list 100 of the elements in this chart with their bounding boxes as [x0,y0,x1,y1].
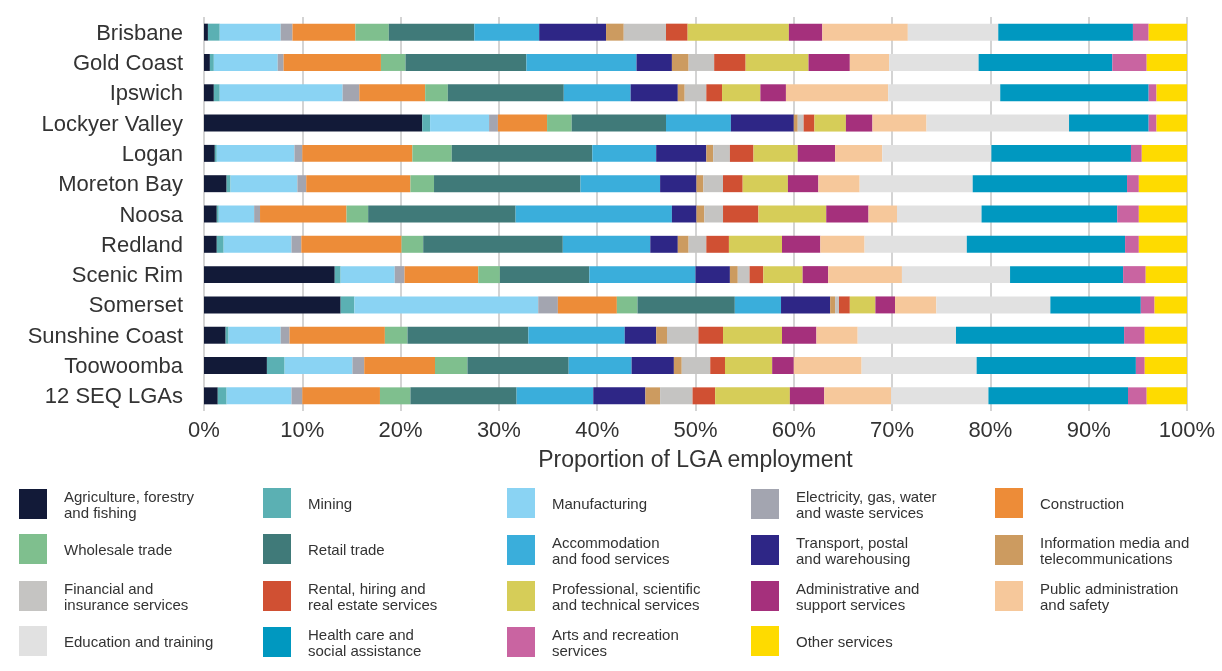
x-tick-label: 10% [280,416,325,442]
x-tick-label: 100% [1158,416,1216,442]
legend-label: Education and training [64,632,214,650]
bar [568,357,632,375]
bar [715,387,790,405]
bar [1010,266,1124,284]
bar [706,235,729,253]
bar [839,296,850,314]
bar [342,84,360,102]
bar [1148,84,1157,102]
bar [677,235,689,253]
bar [474,23,540,41]
bar [606,23,624,41]
bar [557,296,617,314]
bar [734,296,782,314]
legend-label: Public administration and safety [1040,579,1179,613]
legend-label: Electricity, gas, water and waste services [796,487,937,521]
bar [889,53,979,71]
x-axis-title: Proportion of LGA employment [538,445,854,472]
bar [213,53,278,71]
bar [497,114,548,132]
bar [820,235,865,253]
bar [808,53,850,71]
bar [213,84,220,102]
y-tick-label: 12 SEQ LGAs [44,383,183,409]
bar [412,144,452,162]
bar [1145,266,1187,284]
legend-label: Health care and social assistance [308,625,422,659]
legend-label: Other services [796,632,893,650]
bar [684,84,707,102]
bar [677,84,685,102]
bar [526,53,637,71]
bar [1140,296,1155,314]
bar [818,175,860,193]
bar [340,296,355,314]
bar [864,235,967,253]
x-tick-label: 0% [188,416,220,442]
bar [978,53,1113,71]
bar [218,205,255,223]
bar [489,114,498,132]
bar [888,84,1001,102]
bar [204,144,215,162]
bar [216,235,224,253]
bar [394,266,405,284]
bar [368,205,516,223]
bar [1141,144,1187,162]
bar [660,387,693,405]
bar [291,235,302,253]
bar [352,357,365,375]
bar [284,357,353,375]
bar [724,357,773,375]
bar [217,387,227,405]
bar [589,266,696,284]
bar [623,23,667,41]
legend-label: Mining [308,494,353,512]
bar [742,175,788,193]
bar [696,175,704,193]
bar [260,205,347,223]
legend-label: Administrative and support services [796,579,920,613]
bar [722,84,761,102]
bar [204,205,217,223]
bar [749,266,764,284]
bar [1148,23,1187,41]
bar [1144,357,1187,375]
bar [673,357,682,375]
bar [656,144,707,162]
bar [340,266,395,284]
bar [478,266,500,284]
bar [814,114,846,132]
legend-label: Information media and telecommunications [1040,533,1190,567]
bar [907,23,999,41]
bar [660,175,697,193]
bar [1112,53,1147,71]
bar [868,205,898,223]
legend-label: Financial and insurance services [64,579,189,613]
bar [730,114,794,132]
bar [824,387,892,405]
bar [845,114,873,132]
bar [1138,175,1187,193]
bar [364,357,436,375]
bar [407,326,529,344]
bar [897,205,982,223]
bar [1146,387,1187,405]
bar [822,23,908,41]
bar [857,326,956,344]
x-tick-label: 30% [476,416,521,442]
bar [631,357,674,375]
bar [204,23,208,41]
bar [692,387,716,405]
bar [981,205,1118,223]
bar [782,235,821,253]
bar [772,357,794,375]
bar [1127,175,1139,193]
bar [423,235,563,253]
bar [302,144,413,162]
bar [956,326,1125,344]
bar [802,266,829,284]
legend-label: Construction [1040,494,1125,512]
bar [1124,326,1145,344]
bar [729,266,738,284]
